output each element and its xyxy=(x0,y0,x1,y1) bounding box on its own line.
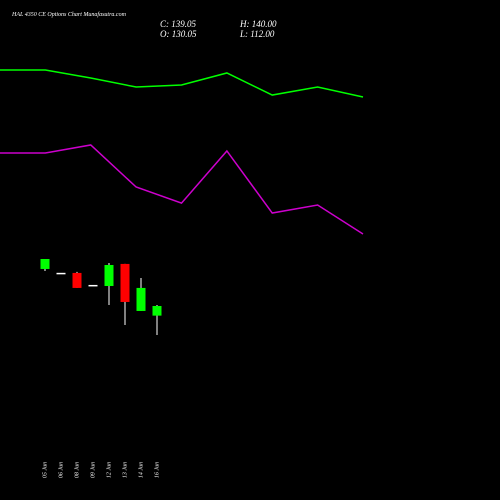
x-tick-label: 08 Jun xyxy=(74,462,80,478)
candle-body xyxy=(136,287,146,311)
x-tick-label: 06 Jun xyxy=(58,462,64,478)
indicator-line xyxy=(0,144,364,235)
candle-body xyxy=(104,265,114,287)
x-tick-label: 13 Jun xyxy=(122,462,128,478)
chart-title: HAL 4350 CE Options Chart Munafasutra.co… xyxy=(11,11,127,18)
high-label: H: 140.00 xyxy=(239,19,277,29)
candle-body xyxy=(152,305,162,316)
open-label: O: 130.05 xyxy=(160,29,197,39)
x-tick-label: 05 Jun xyxy=(42,462,48,478)
indicator-line xyxy=(0,69,364,98)
close-label: C: 139.05 xyxy=(160,19,197,29)
candle-body xyxy=(88,284,98,287)
x-tick-label: 12 Jun xyxy=(106,462,112,478)
x-tick-label: 16 Jun xyxy=(154,462,160,478)
candle-body xyxy=(56,272,66,275)
candle-body xyxy=(40,259,50,269)
low-label: L: 112.00 xyxy=(239,29,275,39)
x-tick-label: 09 Jun xyxy=(90,462,96,478)
candle-body xyxy=(120,263,130,302)
x-tick-label: 14 Jun xyxy=(137,462,144,478)
candle-body xyxy=(72,272,82,288)
